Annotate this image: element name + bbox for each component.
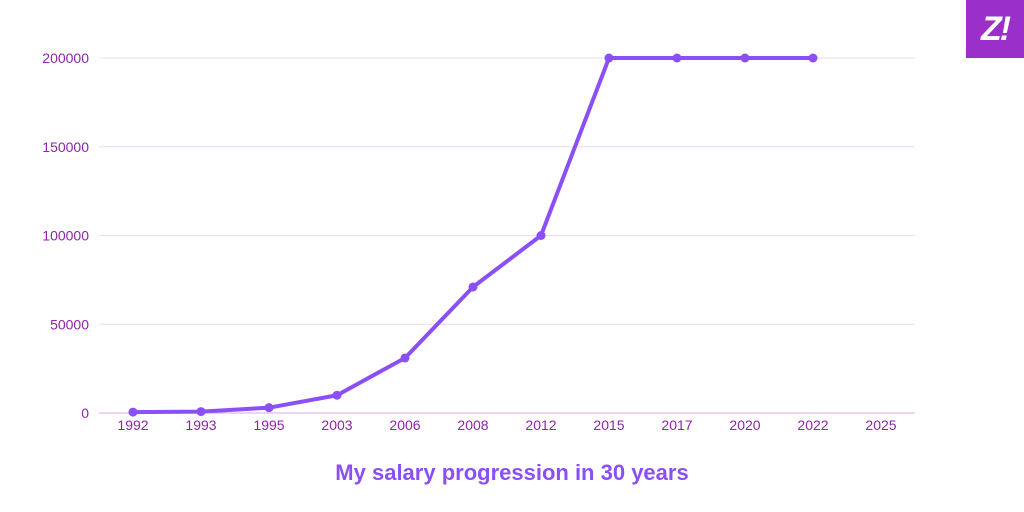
x-tick-label: 2015	[593, 417, 624, 433]
y-tick-label: 0	[81, 405, 89, 421]
y-tick-label: 150000	[42, 139, 89, 155]
y-tick-label: 200000	[42, 50, 89, 66]
y-tick-label: 50000	[50, 316, 89, 332]
y-tick-label: 100000	[42, 228, 89, 244]
x-tick-label: 2025	[865, 417, 896, 433]
data-point	[468, 282, 478, 292]
x-tick-label: 1993	[185, 417, 216, 433]
data-point	[808, 53, 818, 63]
x-tick-label: 2008	[457, 417, 488, 433]
x-tick-label: 2020	[729, 417, 760, 433]
data-point	[536, 231, 546, 240]
x-tick-label: 2006	[389, 417, 420, 433]
chart-title: My salary progression in 30 years	[335, 460, 689, 485]
data-point	[400, 353, 410, 363]
x-tick-label: 2012	[525, 417, 556, 433]
data-point	[740, 53, 750, 63]
logo-text: Z!	[980, 9, 1011, 48]
data-point	[672, 53, 682, 63]
x-tick-label: 2017	[661, 417, 692, 433]
x-tick-label: 2022	[797, 417, 828, 433]
brand-logo: Z!	[966, 0, 1024, 58]
data-point	[332, 390, 342, 400]
x-tick-label: 2003	[321, 417, 352, 433]
x-tick-label: 1995	[253, 417, 284, 433]
x-tick-label: 1992	[117, 417, 148, 433]
data-point	[128, 407, 138, 417]
data-point	[604, 53, 614, 63]
data-point	[196, 407, 206, 417]
data-point	[264, 403, 274, 413]
